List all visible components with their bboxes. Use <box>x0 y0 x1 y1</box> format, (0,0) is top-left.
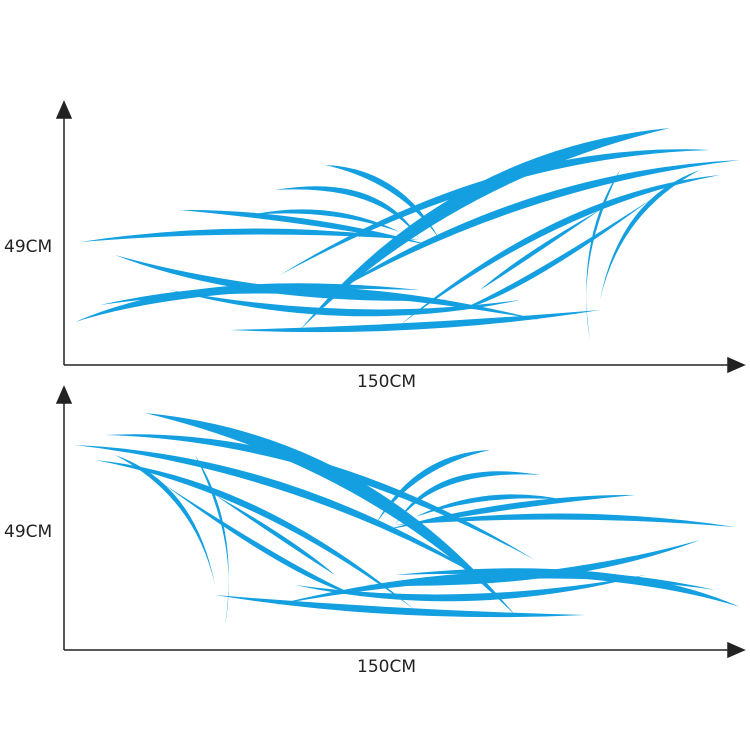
width-label-bottom: 150CM <box>357 657 416 677</box>
wave-stroke <box>586 170 620 340</box>
wave-stroke <box>100 285 540 320</box>
wave-stroke <box>365 540 700 586</box>
wave-stroke <box>215 595 585 618</box>
arrow-right-icon <box>727 356 746 374</box>
wave-stroke <box>170 290 520 317</box>
wave-decal-top <box>75 128 740 340</box>
wave-stroke <box>480 210 600 290</box>
width-label-top: 150CM <box>357 372 416 392</box>
wave-stroke <box>395 513 735 527</box>
arrow-right-icon <box>727 641 746 659</box>
wave-stroke <box>250 209 400 232</box>
height-label-top: 49CM <box>4 237 53 257</box>
top-dimension-axes <box>55 100 746 374</box>
wave-stroke <box>195 455 229 625</box>
wave-stroke <box>230 310 600 333</box>
wave-stroke <box>295 575 645 602</box>
wave-stroke <box>115 255 450 301</box>
arrow-up-icon <box>55 385 73 404</box>
wave-stroke <box>275 570 715 605</box>
height-label-bottom: 49CM <box>4 522 53 542</box>
wave-stroke <box>215 495 335 575</box>
wave-decal-bottom <box>75 413 740 625</box>
wave-stroke <box>415 494 565 517</box>
arrow-up-icon <box>55 100 73 119</box>
bottom-dimension-axes <box>55 385 746 659</box>
wave-stroke <box>80 228 420 242</box>
